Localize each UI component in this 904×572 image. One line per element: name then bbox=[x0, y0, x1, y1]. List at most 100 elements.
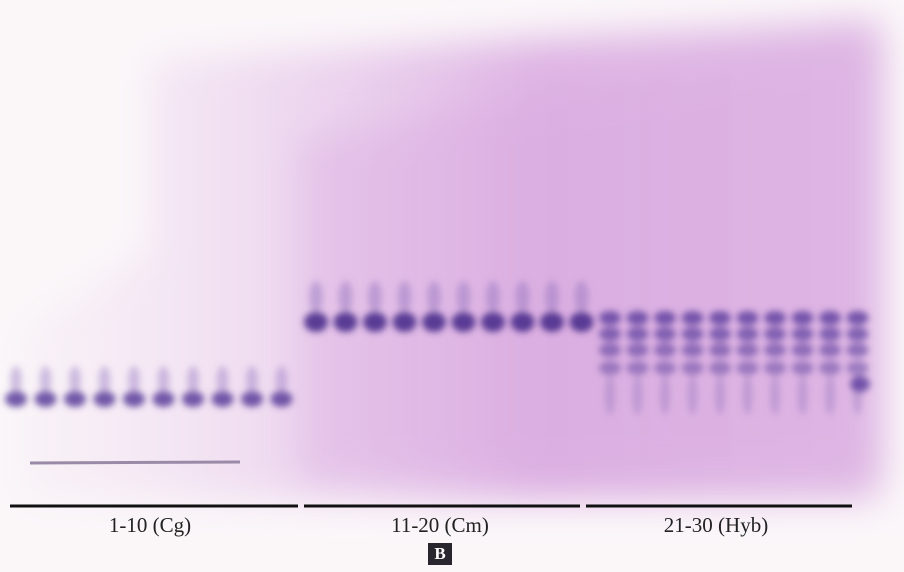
band bbox=[681, 311, 704, 325]
panel-label: B bbox=[434, 544, 445, 563]
band bbox=[545, 281, 559, 313]
band bbox=[275, 366, 288, 394]
band bbox=[599, 327, 621, 341]
band bbox=[715, 375, 725, 415]
band bbox=[216, 366, 229, 394]
band bbox=[157, 366, 170, 394]
band bbox=[764, 311, 786, 325]
band bbox=[93, 391, 116, 407]
band bbox=[626, 343, 649, 357]
band bbox=[304, 312, 328, 332]
band bbox=[599, 343, 621, 357]
band bbox=[632, 375, 643, 415]
band bbox=[819, 327, 841, 341]
band bbox=[654, 361, 676, 375]
band bbox=[39, 366, 52, 394]
band bbox=[338, 281, 353, 313]
band bbox=[486, 281, 500, 313]
band bbox=[681, 327, 704, 341]
band bbox=[368, 281, 382, 313]
band bbox=[422, 312, 446, 332]
band bbox=[791, 327, 814, 341]
band bbox=[392, 312, 417, 332]
band bbox=[626, 311, 649, 325]
band bbox=[846, 343, 869, 357]
band bbox=[123, 391, 145, 407]
band bbox=[451, 312, 476, 332]
band bbox=[791, 343, 814, 357]
band bbox=[736, 361, 759, 375]
band bbox=[363, 312, 387, 332]
band bbox=[825, 375, 835, 415]
band bbox=[241, 391, 263, 407]
band bbox=[481, 312, 505, 332]
band bbox=[309, 281, 323, 313]
band bbox=[574, 281, 589, 313]
band bbox=[709, 361, 731, 375]
band bbox=[333, 312, 358, 332]
band bbox=[846, 311, 869, 325]
band bbox=[456, 281, 471, 313]
bands bbox=[5, 281, 870, 415]
band bbox=[770, 375, 780, 415]
band bbox=[681, 361, 704, 375]
band bbox=[98, 366, 111, 394]
band bbox=[709, 343, 731, 357]
band bbox=[742, 375, 753, 415]
band bbox=[270, 391, 293, 407]
band bbox=[819, 343, 841, 357]
band bbox=[599, 311, 621, 325]
band bbox=[654, 327, 676, 341]
band bbox=[797, 375, 808, 415]
group-label: 21-30 (Hyb) bbox=[664, 513, 768, 537]
band bbox=[510, 312, 535, 332]
band bbox=[605, 375, 615, 415]
band bbox=[626, 361, 649, 375]
band bbox=[540, 312, 564, 332]
band bbox=[850, 376, 870, 392]
band bbox=[791, 361, 814, 375]
band bbox=[69, 366, 81, 394]
band bbox=[10, 366, 22, 394]
band bbox=[569, 312, 594, 332]
band bbox=[187, 366, 199, 394]
band bbox=[599, 361, 621, 375]
gel-smear-dark bbox=[300, 30, 880, 480]
band bbox=[687, 375, 698, 415]
band bbox=[660, 375, 670, 415]
group-label: 1-10 (Cg) bbox=[109, 513, 191, 537]
group-label: 11-20 (Cm) bbox=[391, 513, 489, 537]
band bbox=[846, 327, 869, 341]
band bbox=[128, 366, 140, 394]
band bbox=[764, 343, 786, 357]
band bbox=[397, 281, 412, 313]
band bbox=[654, 311, 676, 325]
band bbox=[626, 327, 649, 341]
band bbox=[736, 311, 759, 325]
gel-edge bbox=[29, 460, 241, 465]
band bbox=[736, 327, 759, 341]
band bbox=[427, 281, 441, 313]
band bbox=[5, 391, 27, 407]
band bbox=[764, 327, 786, 341]
band bbox=[764, 361, 786, 375]
band bbox=[709, 311, 731, 325]
band bbox=[64, 391, 86, 407]
band bbox=[654, 343, 676, 357]
band bbox=[709, 327, 731, 341]
band bbox=[152, 391, 175, 407]
band bbox=[211, 391, 234, 407]
band bbox=[681, 343, 704, 357]
panel-label-box bbox=[428, 543, 452, 565]
band bbox=[846, 361, 869, 375]
band bbox=[819, 361, 841, 375]
band bbox=[182, 391, 204, 407]
band bbox=[819, 311, 841, 325]
band bbox=[736, 343, 759, 357]
band bbox=[34, 391, 57, 407]
band bbox=[246, 366, 258, 394]
band bbox=[515, 281, 530, 313]
band bbox=[791, 311, 814, 325]
